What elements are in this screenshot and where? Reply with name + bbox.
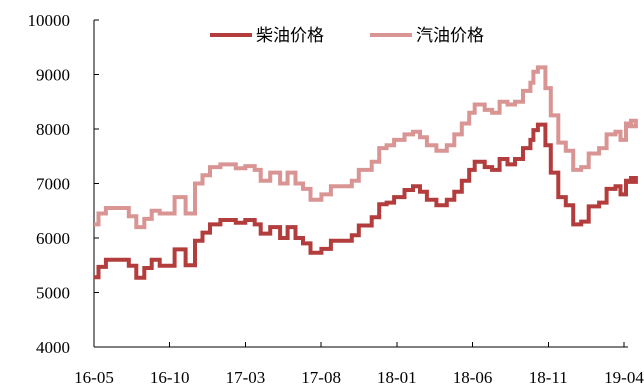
y-tick-label: 5000 [36,284,70,303]
legend-label-diesel: 柴油价格 [256,26,324,46]
x-tick-label: 18-11 [529,368,568,385]
x-tick-label: 19-04 [604,368,644,385]
y-tick-label: 7000 [36,175,70,194]
y-tick-label: 10000 [28,11,71,30]
y-tick-label: 6000 [36,229,70,248]
legend: 柴油价格 汽油价格 [210,26,484,46]
y-tick-label: 9000 [36,66,70,85]
axes: 4000 5000 6000 7000 8000 9000 10000 16-05 16-10 1… [28,11,644,385]
series-line-gasoline [94,65,638,230]
y-tick-label: 4000 [36,338,70,357]
x-tick-label: 18-01 [377,368,417,385]
x-tick-label: 17-03 [226,368,266,385]
x-tick-label: 16-05 [74,368,114,385]
series-layer [94,65,638,280]
x-tick-label: 18-06 [453,368,493,385]
y-tick-label: 8000 [36,120,70,139]
series-line-diesel [94,122,638,280]
x-tick-label: 17-08 [301,368,341,385]
x-tick-label: 16-10 [150,368,190,385]
legend-label-gasoline: 汽油价格 [416,26,484,46]
